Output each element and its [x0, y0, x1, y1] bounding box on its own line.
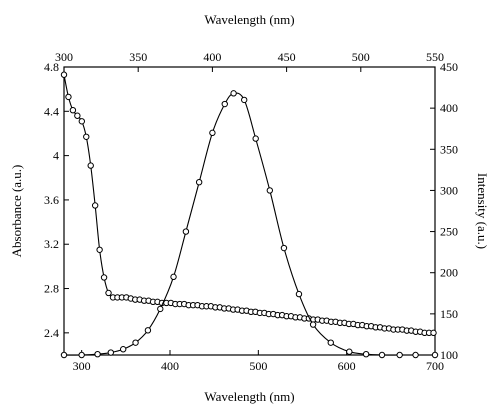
intensity-point	[230, 90, 237, 97]
y-right-tick-label: 350	[440, 142, 458, 156]
intensity-point	[295, 290, 303, 298]
x-bottom-tick-label: 600	[338, 359, 356, 373]
intensity-point	[266, 187, 274, 194]
intensity-point	[119, 346, 127, 353]
x-top-tick-label: 300	[55, 50, 73, 64]
absorbance-point	[74, 112, 81, 119]
intensity-point	[132, 339, 139, 346]
intensity-point	[431, 351, 439, 359]
absorbance-point	[69, 107, 77, 114]
intensity-point	[252, 135, 259, 142]
x-bottom-tick-label: 400	[161, 359, 179, 373]
y-left-tick-label: 2.4	[44, 326, 59, 340]
y-left-tick-label: 4.8	[44, 60, 59, 74]
intensity-point	[157, 305, 164, 313]
absorbance-point	[78, 118, 86, 125]
intensity-point	[346, 348, 353, 355]
y-left-tick-label: 4.4	[44, 104, 59, 118]
x-top-tick-label: 350	[129, 50, 147, 64]
absorbance-point	[105, 289, 112, 297]
y-right-tick-label: 150	[440, 307, 458, 321]
absorbance-point	[100, 274, 108, 281]
intensity-point	[144, 327, 152, 334]
y-right-tick-label: 450	[440, 60, 458, 74]
y-right-tick-label: 400	[440, 101, 458, 115]
absorbance-point	[96, 246, 103, 253]
y-axis-left-title: Absorbance (a.u.)	[9, 165, 24, 258]
intensity-point	[195, 179, 203, 186]
intensity-line	[63, 92, 435, 356]
intensity-point	[107, 349, 115, 356]
intensity-point	[396, 351, 403, 359]
y-right-tick-label: 200	[440, 266, 458, 280]
absorbance-point	[65, 93, 72, 101]
series-layer	[60, 71, 439, 359]
x-top-tick-label: 550	[426, 50, 444, 64]
x-top-tick-label: 450	[278, 50, 296, 64]
intensity-point	[209, 129, 216, 137]
intensity-point	[182, 228, 190, 235]
absorbance-point	[430, 329, 437, 337]
intensity-point	[60, 351, 68, 359]
intensity-point	[362, 350, 370, 358]
y-left-tick-label: 4	[53, 149, 59, 163]
absorbance-point	[83, 133, 90, 140]
plot-frame	[63, 66, 436, 356]
y-right-tick-label: 250	[440, 225, 458, 239]
intensity-point	[94, 350, 101, 358]
y-left-tick-label: 3.6	[44, 193, 59, 207]
intensity-point	[241, 96, 248, 104]
intensity-point	[170, 273, 177, 281]
x-bottom-tick-label: 500	[249, 359, 267, 373]
y-right-tick-label: 300	[440, 183, 458, 197]
absorbance-point	[87, 162, 94, 169]
y-axis-right-title: Intensity (a.u.)	[475, 173, 490, 249]
tick-labels: 300 400 500 600 700 300 350 400 450 500 550 2.4 2.8 3…	[44, 50, 458, 373]
x-axis-top-title: Wavelength (nm)	[204, 12, 294, 27]
intensity-point	[78, 351, 85, 359]
intensity-point	[221, 100, 228, 108]
intensity-point	[309, 321, 317, 328]
x-top-tick-label: 500	[352, 50, 370, 64]
y-left-tick-label: 3.2	[44, 237, 59, 251]
x-axis-bottom-title: Wavelength (nm)	[204, 389, 294, 404]
intensity-point	[280, 244, 288, 252]
y-right-tick-label: 100	[440, 348, 458, 362]
intensity-point	[327, 339, 334, 346]
x-top-tick-label: 400	[203, 50, 221, 64]
absorbance-point	[60, 71, 68, 78]
x-bottom-tick-label: 700	[426, 359, 444, 373]
x-bottom-tick-label: 300	[73, 359, 91, 373]
absorbance-point	[91, 202, 99, 209]
intensity-point	[412, 351, 419, 359]
y-left-tick-label: 2.8	[44, 282, 59, 296]
intensity-point	[378, 351, 386, 359]
